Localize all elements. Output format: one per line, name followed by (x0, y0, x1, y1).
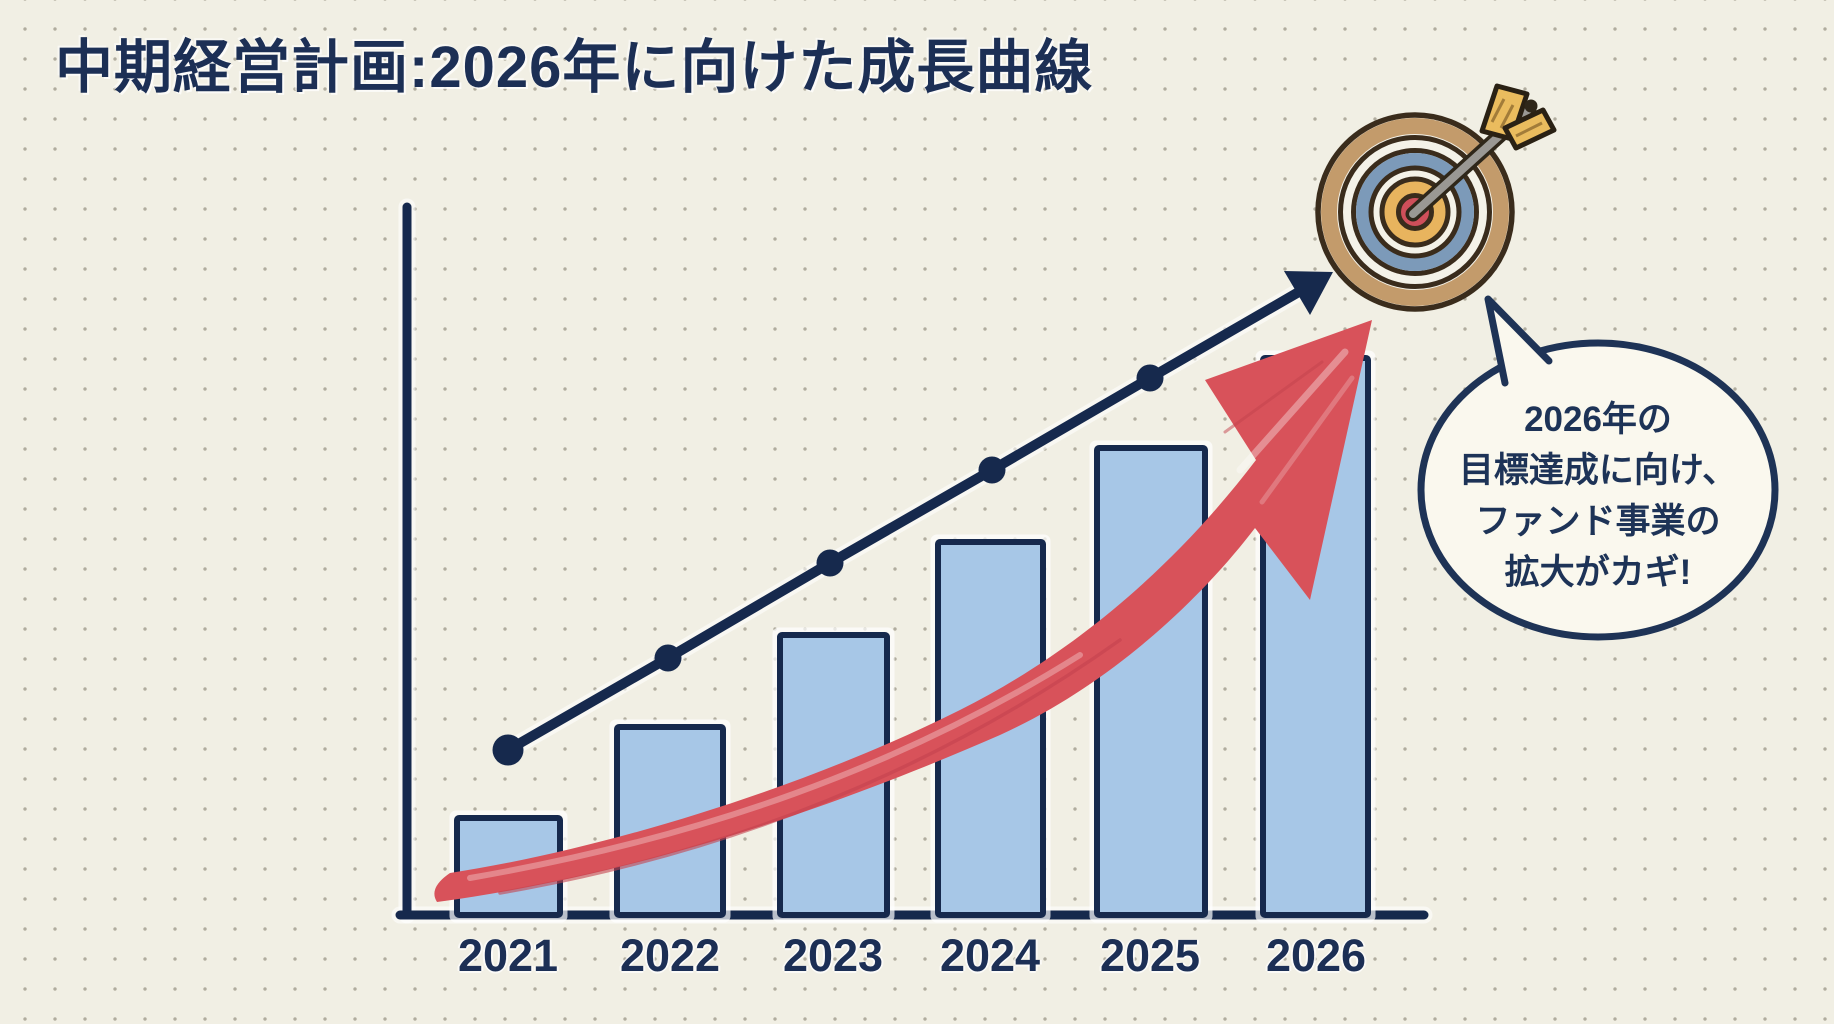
x-label-2021: 2021 (457, 930, 559, 981)
x-label-2025: 2025 (1099, 930, 1201, 981)
speech-bubble-text: 2026年の 目標達成に向け、 ファンド事業の 拡大がカギ! (1408, 394, 1788, 598)
line-dot-2021 (492, 734, 524, 766)
bubble-line-4: 拡大がカギ! (1504, 553, 1692, 592)
x-label-2022: 2022 (619, 930, 721, 981)
line-dot-2025 (1136, 364, 1164, 392)
bubble-line-2: 目標達成に向け、 (1458, 451, 1738, 490)
x-label-2026: 2026 (1265, 930, 1367, 981)
trend-arrowhead-icon (1284, 271, 1333, 315)
axes (391, 198, 1433, 924)
line-dot-2022 (654, 644, 682, 672)
x-label-2023: 2023 (782, 930, 884, 981)
page-title: 中期経営計画:2026年に向けた成長曲線 (55, 35, 1094, 100)
line-dot-2023 (816, 549, 844, 577)
line-dot-2024 (978, 456, 1006, 484)
dart-arrow-icon (1405, 83, 1557, 222)
x-label-2024: 2024 (939, 930, 1041, 981)
speech-bubble-tail (1484, 295, 1553, 387)
bar-series (449, 350, 1376, 923)
bubble-line-3: ファンド事業の (1475, 502, 1721, 541)
bubble-line-1: 2026年の (1524, 400, 1672, 439)
bar-2025 (1089, 440, 1213, 923)
speech-bubble (1417, 295, 1779, 641)
target-trend-line (492, 271, 1333, 766)
growth-arrow-icon (434, 320, 1372, 902)
